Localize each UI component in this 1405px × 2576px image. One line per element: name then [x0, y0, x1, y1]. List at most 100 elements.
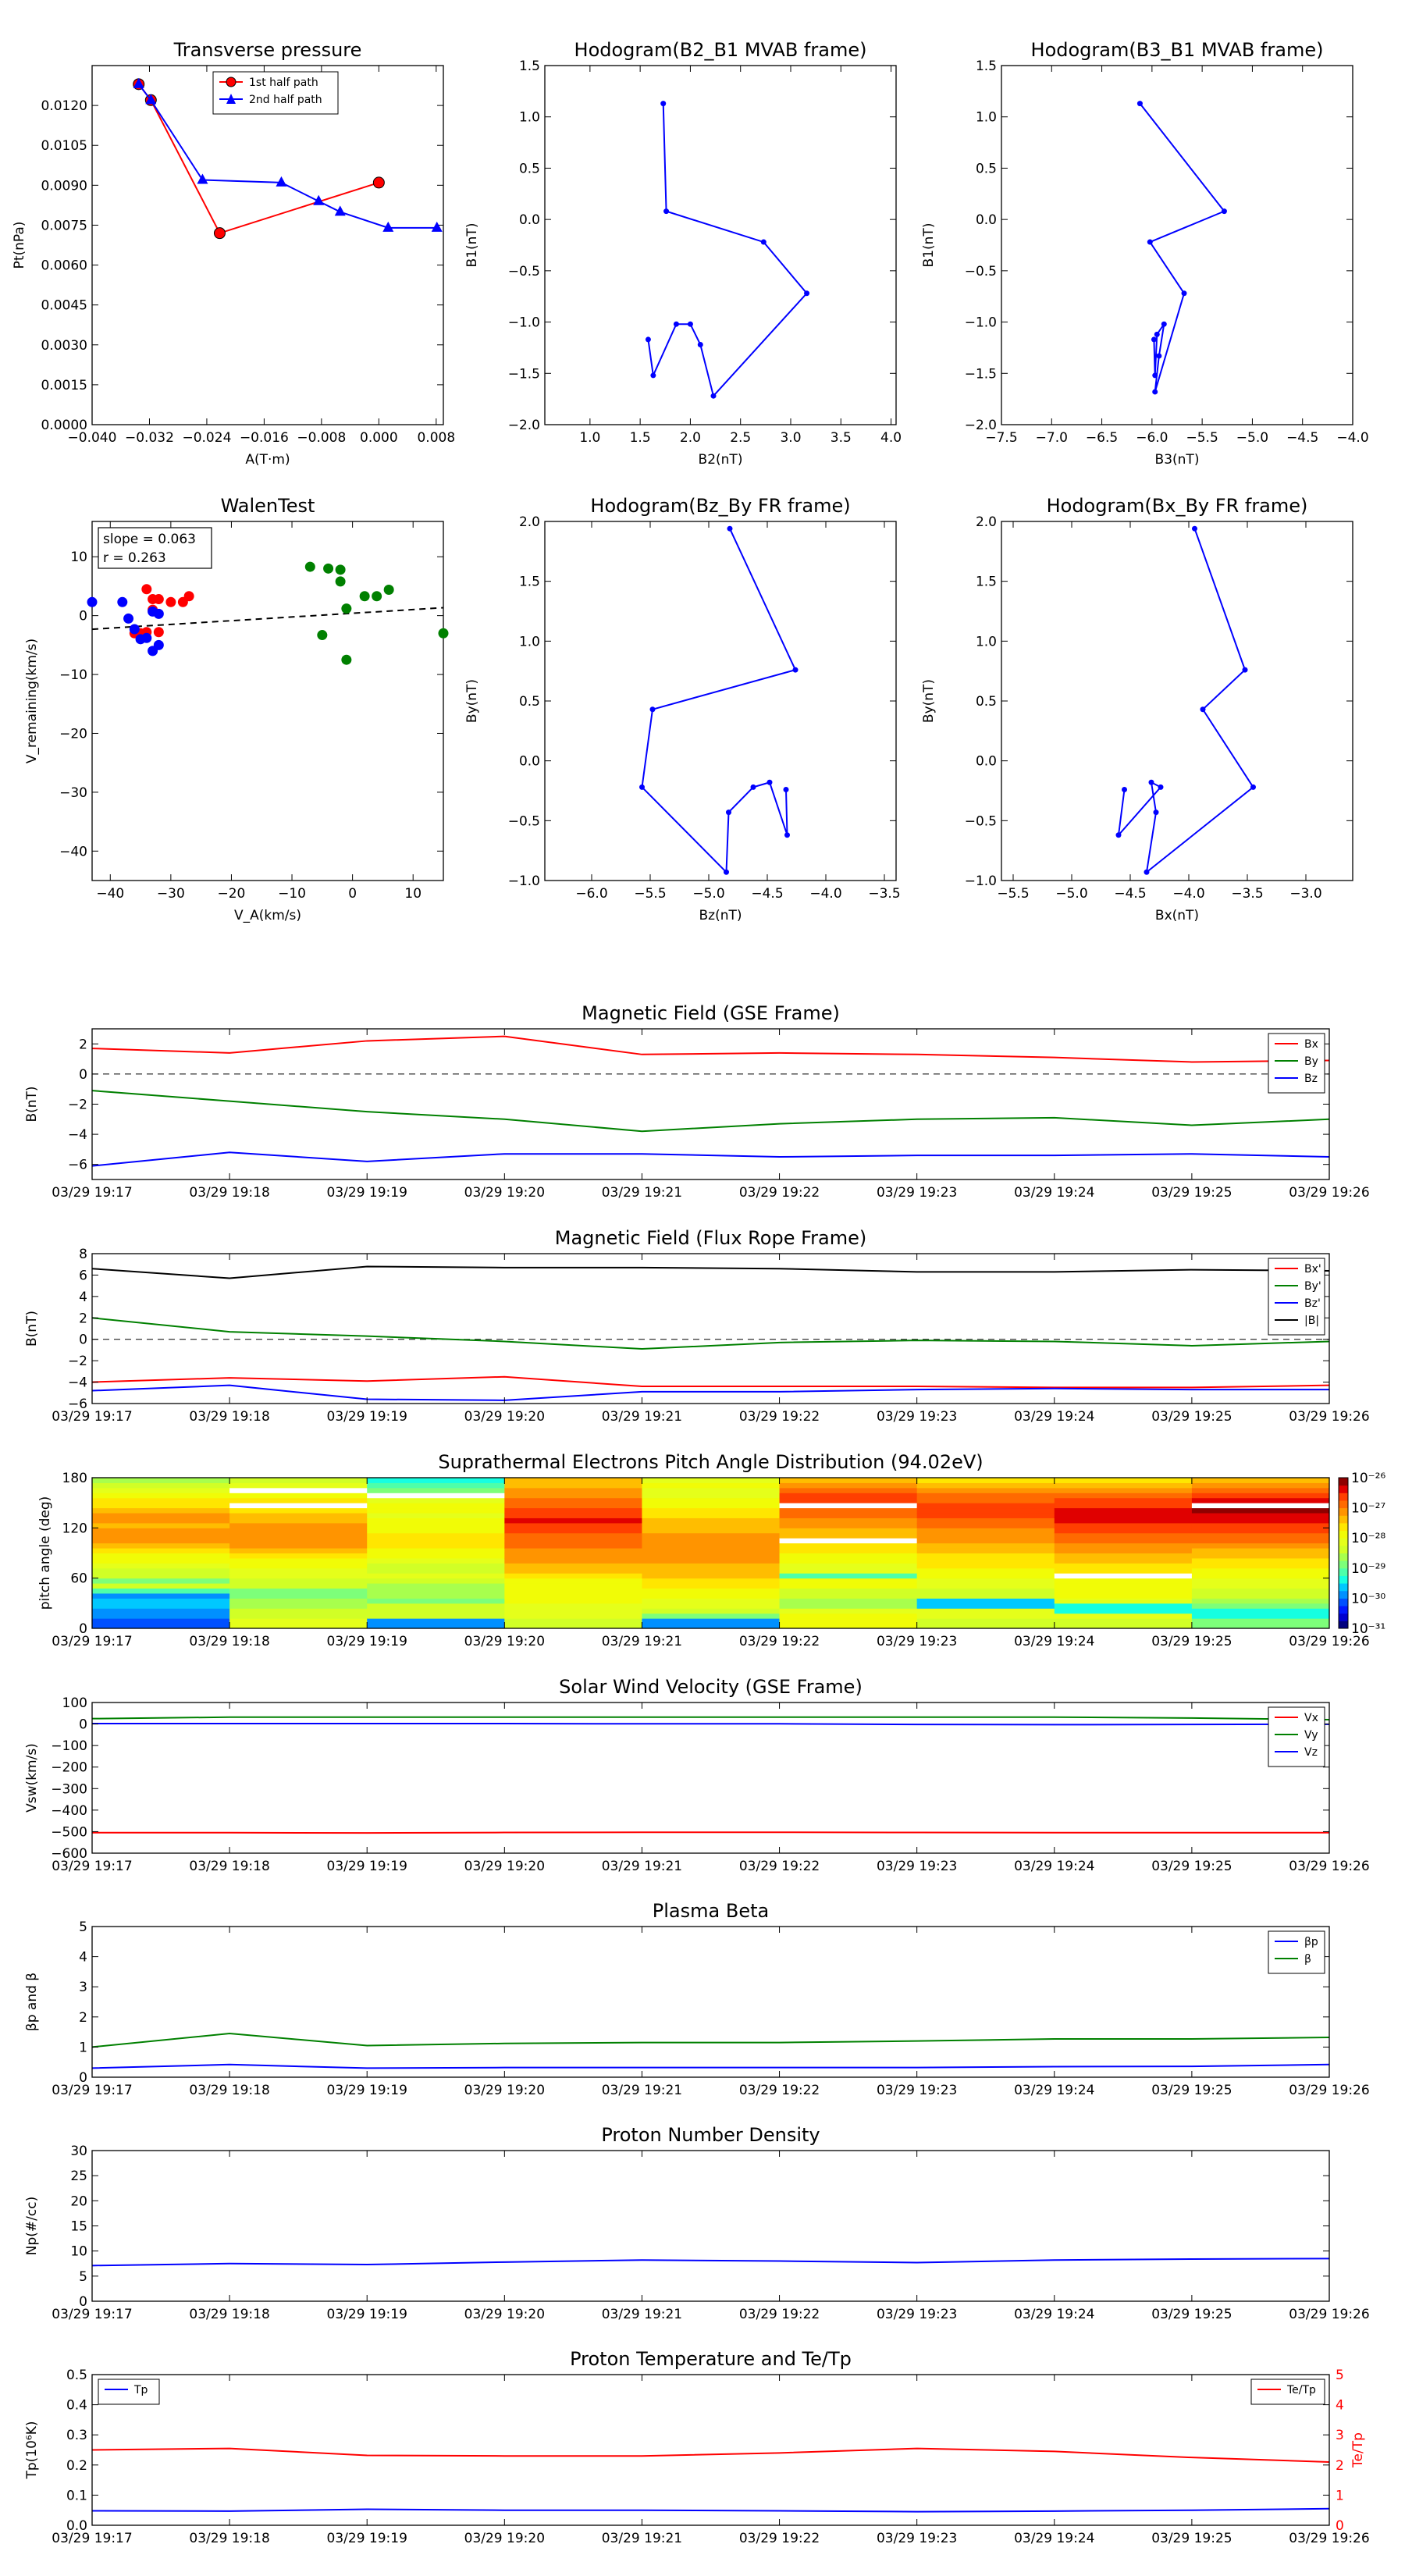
chart-title: Suprathermal Electrons Pitch Angle Distr… [438, 1451, 983, 1473]
heatmap-cell [642, 1538, 781, 1544]
series-line [91, 1090, 1330, 1133]
heatmap-cell [642, 1603, 781, 1609]
heatmap-cell [367, 1507, 505, 1514]
time-tick-label: 03/29 19:22 [739, 2307, 820, 2322]
heatmap-cell [92, 1542, 230, 1549]
y-tick-label: −1.0 [508, 873, 540, 889]
heatmap-cell [916, 1573, 1055, 1579]
heatmap-cell [916, 1482, 1055, 1489]
heatmap-cell [229, 1497, 368, 1503]
colorbar-segment [1339, 1621, 1348, 1629]
heatmap-cell [779, 1578, 918, 1584]
heatmap-cell [367, 1608, 505, 1614]
heatmap-cell [1191, 1503, 1330, 1509]
heatmap-cell [642, 1542, 781, 1549]
heatmap-cell [779, 1493, 918, 1499]
heatmap-cell [779, 1513, 918, 1518]
y-tick-label: −0.5 [508, 264, 540, 279]
y-tick-label: 2.0 [519, 514, 540, 530]
y-tick-label: −20 [59, 726, 87, 742]
data-point [663, 208, 670, 215]
heatmap-cell [92, 1528, 230, 1534]
time-tick-label: 03/29 19:23 [877, 1409, 957, 1425]
time-tick-label: 03/29 19:19 [327, 1409, 407, 1425]
time-tick-label: 03/29 19:19 [327, 1185, 407, 1201]
data-point [153, 594, 164, 605]
x-tick-label: 10 [404, 886, 422, 902]
heatmap-cell [916, 1583, 1055, 1589]
legend-label: βp [1304, 1936, 1318, 1948]
heatmap-cell [367, 1623, 505, 1629]
x-tick-label: −10 [278, 886, 306, 902]
y-tick-label: 0.1 [66, 2488, 87, 2503]
plot-frame [91, 1926, 1330, 2078]
heatmap-cell [504, 1528, 642, 1534]
time-tick-label: 03/29 19:21 [602, 1634, 682, 1649]
data-point [323, 563, 334, 574]
time-tick-label: 03/29 19:21 [602, 2531, 682, 2546]
chart-walen: WalenTest −40 −30 −20 −10 0 10 −40 −30 −20 −10 0 10 V… [24, 495, 449, 923]
colorbar-tick-label: 10⁻²⁷ [1351, 1501, 1385, 1517]
heatmap-cell [779, 1528, 918, 1534]
y-tick-label: 0.0 [519, 212, 540, 228]
heatmap-cell [1054, 1513, 1193, 1518]
chart-title: Magnetic Field (GSE Frame) [582, 1002, 840, 1024]
series-line [91, 1151, 1330, 1167]
heatmap-cell [229, 1532, 368, 1539]
heatmap-cell [504, 1608, 642, 1614]
heatmap-cell [367, 1573, 505, 1579]
colorbar-segment [1339, 1590, 1348, 1599]
heatmap-cell [92, 1548, 230, 1553]
time-tick-label: 03/29 19:17 [52, 1185, 132, 1201]
heatmap-cell [642, 1578, 781, 1584]
heatmap-cell [779, 1588, 918, 1594]
heatmap-cell [504, 1532, 642, 1539]
y-tick-label: 1.0 [976, 634, 997, 649]
data-point [383, 584, 394, 595]
heatmap-cell [92, 1503, 230, 1509]
legend-label: Vz [1304, 1746, 1318, 1759]
heatmap-cell [916, 1532, 1055, 1539]
y2-tick-label: 1 [1336, 2488, 1344, 2503]
heatmap-cell [367, 1522, 505, 1528]
y-tick-label: 0.4 [66, 2398, 87, 2414]
data-point [304, 561, 315, 572]
heatmap-cell [367, 1542, 505, 1549]
legend-label: Vy [1304, 1729, 1318, 1742]
heatmap-cell [1191, 1583, 1330, 1589]
time-tick-label: 03/29 19:18 [189, 2083, 269, 2098]
heatmap-cell [779, 1608, 918, 1614]
time-tick-label: 03/29 19:25 [1151, 2083, 1232, 2098]
heatmap-cell [779, 1487, 918, 1493]
y-tick-label: 2 [79, 1037, 87, 1052]
colorbar-tick-label: 10⁻²⁹ [1351, 1561, 1385, 1577]
series-line [647, 103, 808, 398]
heatmap-cell [1191, 1592, 1330, 1599]
data-point [804, 290, 810, 297]
data-point [649, 706, 656, 713]
heatmap-cell [916, 1522, 1055, 1528]
heatmap-cell [779, 1583, 918, 1589]
heatmap-cell [504, 1588, 642, 1594]
legend-label: Bx [1304, 1038, 1318, 1051]
x-tick-label: −5.5 [1186, 430, 1218, 446]
heatmap-cell [779, 1567, 918, 1574]
legend-label: Tp [133, 2384, 148, 2396]
heatmap-cell [642, 1613, 781, 1619]
time-tick-label: 03/29 19:25 [1151, 1859, 1232, 1874]
heatmap-cell [229, 1542, 368, 1549]
data-point [335, 576, 346, 587]
data-point [141, 584, 152, 595]
heatmap-cell [1054, 1598, 1193, 1604]
data-point [1148, 779, 1154, 785]
time-tick-label: 03/29 19:19 [327, 1859, 407, 1874]
series-line [91, 1375, 1330, 1389]
x-tick-label: −3.5 [1231, 886, 1263, 902]
heatmap-cell [779, 1532, 918, 1539]
colorbar-segment [1339, 1545, 1348, 1553]
heatmap-cell [1054, 1583, 1193, 1589]
heatmap-cell [916, 1553, 1055, 1559]
heatmap-cell [504, 1557, 642, 1564]
colorbar-segment [1339, 1493, 1348, 1501]
time-tick-label: 03/29 19:17 [52, 2083, 132, 2098]
